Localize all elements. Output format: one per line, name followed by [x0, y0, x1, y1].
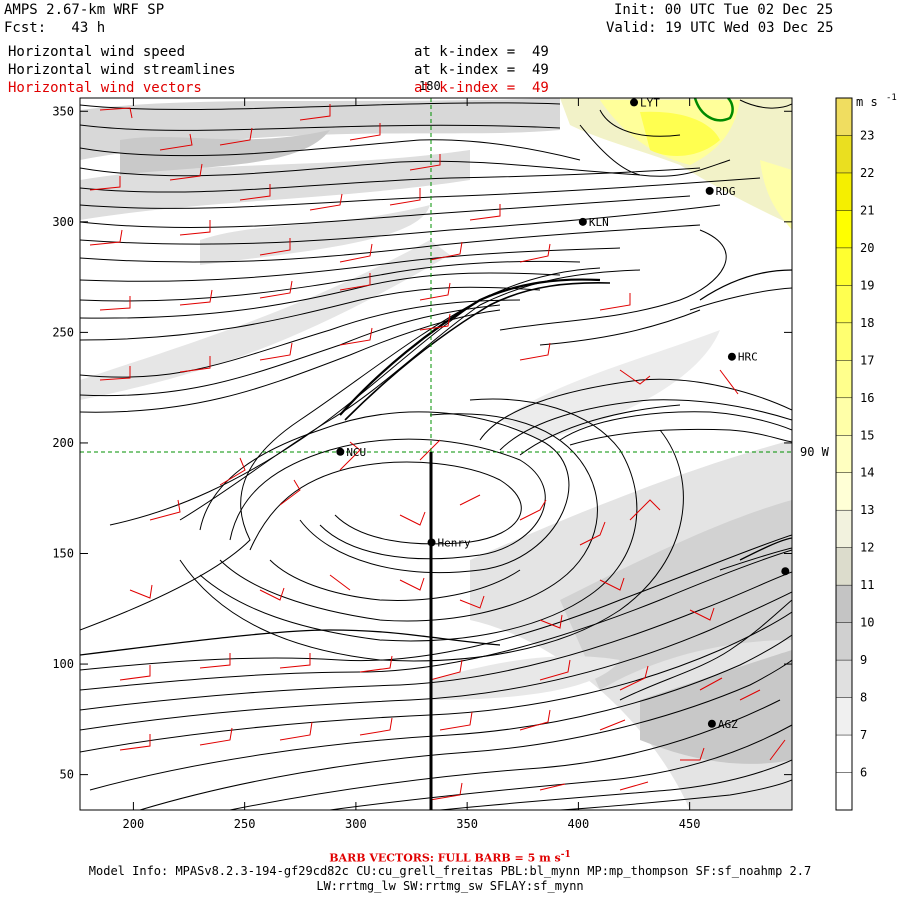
x-tick-label: 450	[679, 817, 701, 831]
colorbar-label: 11	[860, 578, 874, 592]
axis-ticks: 200 250 300 350 400 450 350 300 250 200 150 100 50	[52, 98, 792, 831]
colorbar-label: 8	[860, 691, 867, 705]
station-label: RDG	[716, 185, 736, 198]
colorbar-label: 12	[860, 541, 874, 555]
colorbar-swatch	[836, 172, 852, 211]
y-tick-label: 150	[52, 547, 74, 561]
y-tick-label: 200	[52, 436, 74, 450]
colorbar-label: 7	[860, 728, 867, 742]
colorbar-swatch	[836, 697, 852, 736]
station-marker	[578, 217, 587, 226]
colorbar-label: 13	[860, 503, 874, 517]
station-marker	[427, 538, 436, 547]
colorbar-swatch	[836, 135, 852, 173]
station-label: NCU	[346, 446, 366, 459]
colorbar-swatch	[836, 397, 852, 436]
station-label: HRC	[738, 351, 758, 364]
colorbar-label: 21	[860, 203, 874, 217]
colorbar-label: 16	[860, 391, 874, 405]
colorbar-label: 23	[860, 128, 874, 142]
colorbar-label: 19	[860, 278, 874, 292]
station-label: AGZ	[718, 718, 738, 731]
y-tick-label: 50	[60, 768, 74, 782]
valid-time: Valid: 19 UTC Wed 03 Dec 25	[606, 20, 834, 36]
station-marker	[630, 98, 639, 107]
colorbar-label: 6	[860, 766, 867, 780]
colorbar-label: 15	[860, 428, 874, 442]
barb-legend: BARB VECTORS: FULL BARB = 5 m s-1	[0, 850, 900, 865]
station-label: Henry	[438, 536, 471, 549]
colorbar-label: 14	[860, 466, 874, 480]
barb-legend-exponent: -1	[560, 850, 571, 860]
field-3-name: Horizontal wind vectors	[8, 80, 202, 96]
streamlines	[80, 99, 792, 810]
y-tick-label: 300	[52, 215, 74, 229]
x-tick-label: 250	[234, 817, 256, 831]
colorbar-swatch	[836, 210, 852, 248]
colorbar-swatch	[836, 735, 852, 773]
colorbar-swatch	[836, 98, 852, 136]
colorbar-label: 20	[860, 241, 874, 255]
station-label: LYT	[640, 96, 660, 109]
station-marker	[707, 719, 716, 728]
y-tick-label: 350	[52, 104, 74, 118]
wind-barbs	[89, 104, 786, 801]
colorbar-label: 18	[860, 316, 874, 330]
init-time: Init: 00 UTC Tue 02 Dec 25	[614, 2, 834, 18]
colorbar-swatch	[836, 435, 852, 473]
wind-speed-shading	[80, 98, 792, 810]
x-tick-label: 300	[345, 817, 367, 831]
colorbar-unit: m s	[856, 95, 878, 109]
field-1-level: at k-index = 49	[414, 44, 549, 60]
station-label: KLN	[589, 216, 609, 229]
colorbar-label: 10	[860, 616, 874, 630]
coastline	[693, 98, 734, 122]
field-2-name: Horizontal wind streamlines	[8, 62, 236, 78]
barb-legend-text: BARB VECTORS: FULL BARB = 5 m s	[329, 851, 561, 865]
y-tick-label: 100	[52, 657, 74, 671]
map-frame	[79, 97, 793, 811]
colorbar-label: 17	[860, 353, 874, 367]
field-2-level: at k-index = 49	[414, 62, 549, 78]
colorbar-swatch	[836, 585, 852, 623]
field-3-level: at k-index = 49	[414, 80, 549, 96]
parallel-label: 90 W	[800, 445, 830, 459]
model-title: AMPS 2.67-km WRF SP	[4, 2, 165, 18]
colorbar-swatch	[836, 247, 852, 286]
station-marker	[727, 352, 736, 361]
colorbar-label: 22	[860, 166, 874, 180]
colorbar-label: 9	[860, 653, 867, 667]
x-tick-label: 200	[123, 817, 145, 831]
forecast-hour: Fcst: 43 h	[4, 20, 106, 36]
colorbar-swatch	[836, 322, 852, 361]
station-marker	[781, 567, 790, 576]
colorbar-swatch	[836, 285, 852, 323]
colorbar-swatch	[836, 360, 852, 398]
colorbar-frame	[835, 97, 853, 811]
x-tick-label: 350	[456, 817, 478, 831]
colorbar-swatch	[836, 622, 852, 661]
colorbar-swatch	[836, 472, 852, 511]
y-tick-label: 250	[52, 325, 74, 339]
colorbar: 6 7 8 9 10 11 12 13 14 15 16 17 18 19 20 21 22 23	[835, 97, 874, 811]
model-info: Model Info: MPASv8.2.3-194-gf29cd82c CU:…	[88, 864, 812, 878]
station-marker	[705, 186, 714, 195]
stations: LYT RDG KLN HRC NCU Henry AGZ	[336, 96, 790, 731]
x-tick-label: 400	[568, 817, 590, 831]
colorbar-swatch	[836, 772, 852, 810]
station-marker	[336, 447, 345, 456]
meridian-label: 180	[419, 79, 441, 93]
model-info-line2: LW:rrtmg_lw SW:rrtmg_sw SFLAY:sf_mynn	[316, 879, 584, 893]
colorbar-swatch	[836, 547, 852, 586]
field-1-name: Horizontal wind speed	[8, 44, 186, 60]
colorbar-swatch	[836, 510, 852, 548]
colorbar-swatch	[836, 660, 852, 698]
colorbar-unit-exponent: -1	[886, 93, 897, 103]
